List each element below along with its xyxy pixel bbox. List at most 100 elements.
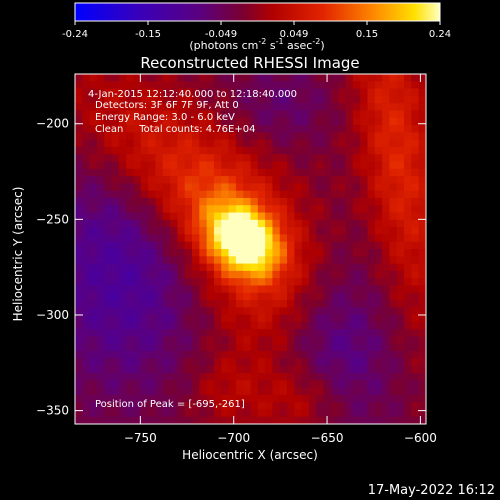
heatmap-cell: [228, 365, 237, 374]
heatmap-cell: [111, 139, 120, 148]
heatmap-cell: [228, 81, 237, 90]
heatmap-cell: [148, 336, 157, 345]
heatmap-cell: [192, 74, 200, 82]
heatmap-cell: [367, 329, 376, 338]
heatmap-cell: [118, 409, 127, 418]
heatmap-cell: [301, 285, 310, 294]
heatmap-cell: [96, 351, 105, 359]
heatmap-cell: [111, 103, 120, 112]
heatmap-cell: [360, 132, 369, 141]
heatmap-cell: [75, 321, 83, 330]
heatmap-cell: [301, 409, 310, 418]
heatmap-cell: [382, 81, 391, 90]
heatmap-cell: [221, 110, 230, 119]
heatmap-cell: [330, 372, 339, 381]
heatmap-cell: [148, 270, 157, 279]
heatmap-cell: [206, 81, 215, 90]
heatmap-cell: [104, 329, 113, 338]
heatmap-cell: [148, 110, 157, 119]
heatmap-cell: [374, 234, 383, 243]
heatmap-cell: [418, 227, 426, 236]
heatmap-cell: [235, 176, 244, 184]
heatmap-cell: [404, 88, 412, 97]
heatmap-cell: [192, 88, 200, 97]
heatmap-cell: [418, 154, 426, 163]
heatmap-cell: [250, 343, 259, 352]
heatmap-cell: [184, 139, 193, 148]
heatmap-cell: [279, 74, 288, 82]
heatmap-cell: [250, 278, 259, 287]
heatmap-cell: [316, 205, 325, 214]
heatmap-cell: [418, 387, 426, 396]
heatmap-cell: [294, 256, 303, 265]
heatmap-cell: [287, 219, 295, 228]
heatmap-cell: [155, 139, 164, 148]
heatmap-cell: [96, 197, 105, 206]
heatmap-cell: [177, 285, 186, 294]
heatmap-cell: [206, 256, 215, 265]
heatmap-cell: [287, 190, 295, 199]
heatmap-cell: [82, 219, 91, 228]
heatmap-cell: [89, 387, 98, 396]
heatmap-cell: [294, 190, 303, 199]
heatmap-cell: [301, 146, 310, 155]
heatmap-cell: [184, 292, 193, 301]
heatmap-cell: [367, 351, 376, 359]
heatmap-cell: [75, 263, 83, 272]
heatmap-cell: [199, 387, 208, 396]
heatmap-cell: [272, 146, 281, 155]
heatmap-cell: [235, 380, 244, 389]
heatmap-cell: [287, 227, 295, 236]
heatmap-cell: [243, 132, 252, 141]
heatmap-cell: [265, 110, 274, 119]
heatmap-cell: [396, 380, 405, 389]
heatmap-cell: [162, 285, 171, 294]
heatmap-cell: [360, 409, 369, 418]
heatmap-cell: [221, 125, 230, 133]
heatmap-cell: [301, 314, 310, 323]
heatmap-cell: [75, 183, 83, 192]
heatmap-cell: [82, 168, 91, 177]
heatmap-cell: [279, 365, 288, 374]
heatmap-cell: [133, 300, 142, 308]
heatmap-cell: [374, 205, 383, 214]
heatmap-cell: [162, 81, 171, 90]
heatmap-cell: [75, 132, 83, 141]
heatmap-cell: [250, 351, 259, 359]
heatmap-cell: [396, 409, 405, 418]
heatmap-cell: [96, 132, 105, 141]
heatmap-cell: [294, 205, 303, 214]
heatmap-cell: [287, 402, 295, 411]
heatmap-cell: [75, 394, 83, 403]
heatmap-cell: [367, 365, 376, 374]
heatmap-cell: [316, 285, 325, 294]
heatmap-cell: [411, 88, 420, 97]
heatmap-cell: [404, 300, 412, 308]
heatmap-cell: [89, 394, 98, 403]
heatmap-cell: [148, 285, 157, 294]
heatmap-cell: [382, 256, 391, 265]
heatmap-cell: [294, 402, 303, 411]
heatmap-cell: [367, 358, 376, 367]
heatmap-cell: [411, 365, 420, 374]
heatmap-cell: [206, 249, 215, 257]
heatmap-cell: [272, 270, 281, 279]
heatmap-cell: [243, 88, 252, 97]
heatmap-cell: [148, 103, 157, 112]
heatmap-cell: [177, 219, 186, 228]
heatmap-cell: [221, 154, 230, 163]
heatmap-cell: [111, 74, 120, 82]
heatmap-cell: [213, 103, 222, 112]
heatmap-cell: [111, 336, 120, 345]
heatmap-cell: [104, 176, 113, 184]
heatmap-cell: [316, 321, 325, 330]
heatmap-cell: [111, 234, 120, 243]
heatmap-cell: [111, 351, 120, 359]
heatmap-cell: [411, 263, 420, 272]
heatmap-cell: [250, 321, 259, 330]
heatmap-cell: [133, 270, 142, 279]
heatmap-cell: [111, 387, 120, 396]
heatmap-cell: [162, 336, 171, 345]
heatmap-cell: [192, 372, 200, 381]
heatmap-cell: [75, 234, 83, 243]
